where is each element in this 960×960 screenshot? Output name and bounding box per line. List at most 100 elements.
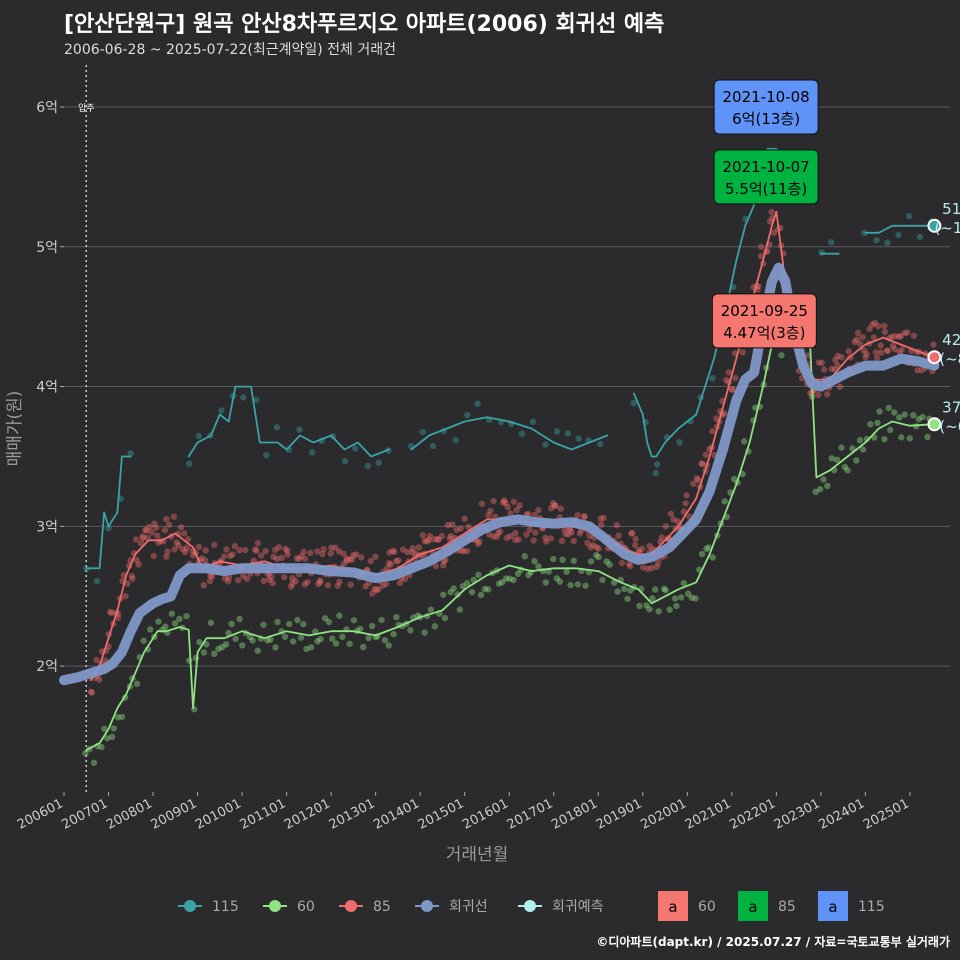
transaction-point-85 [457, 525, 464, 532]
transaction-point-85 [151, 520, 158, 527]
transaction-point-60 [570, 557, 578, 564]
transaction-point-60 [203, 641, 210, 648]
transaction-point-85 [547, 535, 555, 542]
transaction-point-85 [897, 332, 905, 340]
transaction-point-85 [275, 544, 283, 551]
annotation-price: 5.5억(11층) [725, 180, 807, 198]
transaction-point-85 [271, 546, 279, 554]
transaction-point-60 [440, 591, 447, 598]
transaction-point-85 [542, 534, 549, 541]
transaction-point-85 [872, 349, 880, 356]
transaction-point-60 [108, 733, 116, 741]
transaction-point-85 [324, 582, 332, 589]
transaction-point-115 [564, 430, 572, 437]
transaction-point-60 [495, 580, 503, 587]
transaction-point-85 [298, 553, 305, 560]
transaction-point-85 [460, 548, 467, 555]
transaction-point-60 [294, 616, 301, 624]
transaction-point-115 [630, 399, 637, 407]
transaction-point-85 [490, 497, 497, 505]
transaction-point-85 [421, 537, 428, 545]
transaction-point-85 [128, 572, 135, 580]
transaction-point-115 [186, 460, 193, 467]
annotation-box-0: 2021-10-08 6억(13층) [713, 79, 819, 135]
transaction-point-85 [336, 578, 343, 585]
transaction-point-85 [682, 500, 689, 507]
transaction-point-85 [552, 502, 559, 509]
transaction-point-60 [680, 579, 687, 587]
transaction-point-60 [863, 435, 871, 443]
y-tick-label: 3억 [36, 519, 58, 535]
transaction-point-85 [432, 562, 439, 570]
legend-swatch-115 [184, 900, 196, 912]
transaction-point-115 [895, 231, 902, 239]
transaction-point-60 [556, 578, 564, 585]
transaction-point-85 [143, 527, 150, 534]
transaction-point-60 [332, 640, 340, 647]
transaction-point-85 [674, 518, 681, 525]
transaction-point-85 [723, 376, 730, 384]
transaction-point-60 [146, 626, 154, 633]
transaction-point-60 [454, 591, 461, 598]
transaction-point-60 [740, 438, 748, 445]
transaction-point-85 [439, 562, 447, 569]
transaction-point-85 [845, 347, 852, 355]
transaction-point-60 [662, 586, 669, 594]
transaction-point-60 [828, 455, 835, 462]
transaction-point-85 [316, 577, 324, 584]
x-tick-label: 201301 [327, 796, 378, 833]
legend-swatch-회귀선 [421, 900, 433, 912]
transaction-point-85 [699, 460, 706, 467]
transaction-point-85 [683, 492, 690, 499]
transaction-point-115 [364, 462, 371, 470]
transaction-point-60 [838, 444, 845, 451]
transaction-point-85 [362, 583, 369, 590]
transaction-point-60 [350, 617, 358, 624]
transaction-point-85 [495, 529, 502, 537]
transaction-point-85 [629, 529, 636, 537]
transaction-point-85 [490, 533, 497, 540]
x-tick-label: 202201 [727, 796, 778, 833]
transaction-point-60 [421, 629, 428, 636]
transaction-point-85 [139, 534, 147, 542]
transaction-point-85 [175, 542, 182, 549]
transaction-point-115 [308, 449, 316, 456]
transaction-point-115 [653, 461, 661, 468]
transaction-point-85 [815, 359, 823, 366]
transaction-point-60 [844, 467, 851, 474]
transaction-point-60 [286, 620, 293, 628]
transaction-point-60 [646, 605, 653, 613]
transaction-point-85 [834, 361, 841, 369]
transaction-point-85 [836, 383, 844, 390]
transaction-point-85 [581, 513, 588, 521]
transaction-point-60 [267, 636, 274, 643]
transaction-point-85 [702, 451, 709, 459]
transaction-point-85 [523, 531, 530, 538]
transaction-point-60 [475, 571, 482, 578]
transaction-point-85 [183, 544, 190, 552]
transaction-point-60 [447, 588, 454, 596]
transaction-point-60 [627, 587, 634, 594]
transaction-point-60 [614, 588, 621, 595]
transaction-point-85 [389, 547, 397, 555]
transaction-point-60 [919, 413, 926, 421]
transaction-point-115 [652, 469, 660, 477]
transaction-point-60 [887, 426, 894, 434]
annotation-date: 2021-10-07 [723, 158, 810, 176]
transaction-point-60 [678, 594, 685, 601]
transaction-point-60 [660, 585, 668, 593]
transaction-point-60 [885, 404, 892, 412]
transaction-point-60 [593, 551, 600, 559]
transaction-point-115 [916, 233, 924, 241]
series-line-115 [187, 385, 390, 458]
annotation-rect [713, 149, 819, 205]
transaction-point-85 [268, 573, 275, 581]
transaction-point-115 [218, 407, 225, 414]
transaction-point-60 [705, 544, 712, 551]
transaction-point-60 [215, 645, 222, 653]
transaction-point-60 [610, 579, 618, 586]
transaction-point-85 [474, 540, 482, 548]
transaction-point-60 [636, 602, 643, 610]
transaction-point-85 [198, 555, 205, 562]
transaction-point-85 [226, 552, 234, 560]
